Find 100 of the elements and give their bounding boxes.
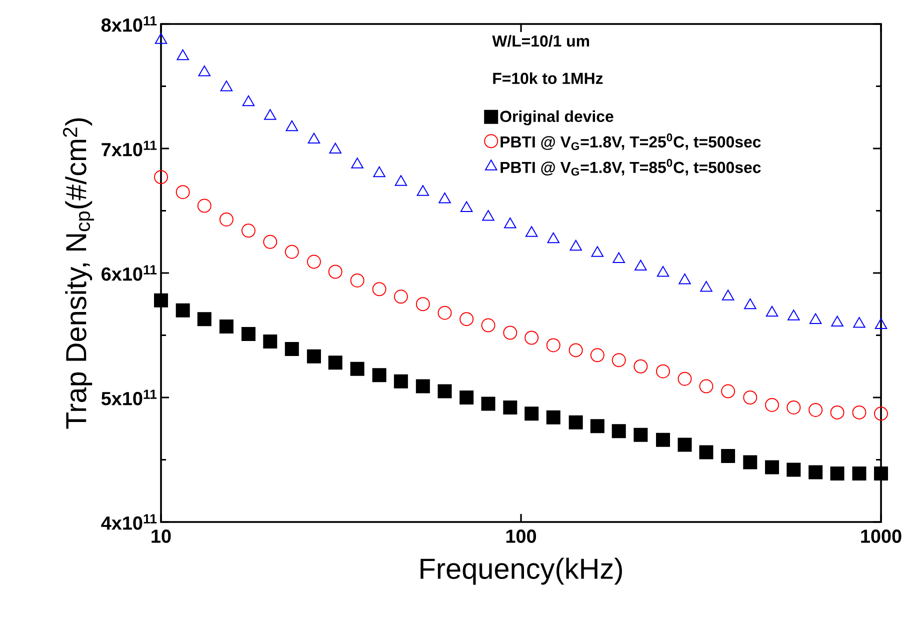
y-tick-label: 4x10$^{11}$ xyxy=(101,514,157,530)
point xyxy=(372,368,386,382)
point xyxy=(546,338,560,352)
point xyxy=(481,396,496,411)
legend-label: PBTI @ V$_{G}$=1.8V, T=85$^{0}$C, t=500sec xyxy=(500,158,761,176)
point xyxy=(874,466,888,480)
point xyxy=(743,390,758,404)
point xyxy=(656,364,670,378)
point xyxy=(830,466,844,480)
point xyxy=(678,372,692,386)
point xyxy=(241,224,256,238)
point xyxy=(220,80,233,92)
y-tick-label: 6x10$^{11}$ xyxy=(102,265,157,281)
point xyxy=(568,415,583,430)
point xyxy=(460,312,474,326)
point xyxy=(264,109,276,120)
point xyxy=(634,359,648,374)
point xyxy=(656,266,670,277)
x-tick-label: 100 xyxy=(506,530,536,543)
point xyxy=(154,33,168,44)
point xyxy=(482,210,494,221)
point xyxy=(721,449,736,464)
point xyxy=(373,166,386,178)
point xyxy=(460,390,474,404)
point xyxy=(154,293,168,308)
point xyxy=(394,374,408,388)
point xyxy=(699,379,714,394)
point xyxy=(350,362,364,376)
point xyxy=(198,66,211,76)
point xyxy=(634,260,647,271)
point xyxy=(328,264,342,279)
point xyxy=(394,175,408,186)
point xyxy=(765,398,780,412)
point xyxy=(808,402,823,417)
point xyxy=(678,273,691,284)
legend-label: PBTI @ V$_{G}$=1.8V, T=25$^{0}$C, t=500sec xyxy=(500,133,761,150)
point xyxy=(503,326,518,340)
y-tick-label: 7x10$^{11}$ xyxy=(102,140,157,156)
point xyxy=(197,312,212,326)
point xyxy=(568,343,583,358)
point xyxy=(612,353,626,368)
point xyxy=(766,306,778,317)
point xyxy=(525,226,538,237)
point xyxy=(547,232,560,244)
point xyxy=(416,185,430,196)
point xyxy=(241,327,256,342)
point xyxy=(656,432,670,447)
point xyxy=(570,240,582,251)
point xyxy=(591,246,604,257)
point xyxy=(788,310,800,320)
point xyxy=(524,406,539,421)
point xyxy=(308,132,320,144)
point xyxy=(306,349,321,364)
point xyxy=(154,170,168,184)
point xyxy=(874,318,888,330)
point xyxy=(852,466,866,480)
point xyxy=(176,185,190,200)
point xyxy=(503,400,518,414)
point xyxy=(786,462,801,477)
point xyxy=(546,410,560,424)
x-axis-title: Frequency(kHz) xyxy=(420,558,622,585)
point xyxy=(284,342,299,356)
point xyxy=(219,212,234,226)
y-axis-title: Trap Density, N$_{cp}$(#/cm$^{2}$) xyxy=(62,118,94,429)
annotation: F=10k to 1MHz xyxy=(493,72,603,84)
point xyxy=(612,424,626,438)
point xyxy=(590,348,604,362)
point xyxy=(700,280,712,292)
point xyxy=(416,379,430,394)
point xyxy=(328,356,342,370)
y-tick-label: 5x10$^{11}$ xyxy=(101,390,157,406)
point xyxy=(372,282,386,296)
point xyxy=(481,318,496,332)
x-tick-label: 1000 xyxy=(861,530,902,543)
point xyxy=(460,201,473,212)
point xyxy=(634,428,648,442)
point xyxy=(743,455,758,470)
point xyxy=(831,316,844,327)
annotation: W/L=10/1 um xyxy=(492,34,590,47)
point xyxy=(765,460,780,474)
point xyxy=(438,192,451,204)
point xyxy=(263,334,278,348)
point xyxy=(176,303,190,318)
point xyxy=(351,158,364,168)
point xyxy=(306,254,321,269)
point xyxy=(438,306,452,320)
point xyxy=(263,234,278,249)
point xyxy=(721,384,736,398)
point xyxy=(416,297,430,312)
x-tick-label: 10 xyxy=(152,530,171,543)
point xyxy=(874,406,888,421)
point xyxy=(284,244,299,259)
point xyxy=(504,217,516,228)
point xyxy=(808,465,823,480)
point xyxy=(219,320,234,334)
point xyxy=(176,49,189,60)
point xyxy=(830,405,844,420)
point xyxy=(197,198,212,213)
point xyxy=(242,95,255,106)
point xyxy=(286,120,298,132)
